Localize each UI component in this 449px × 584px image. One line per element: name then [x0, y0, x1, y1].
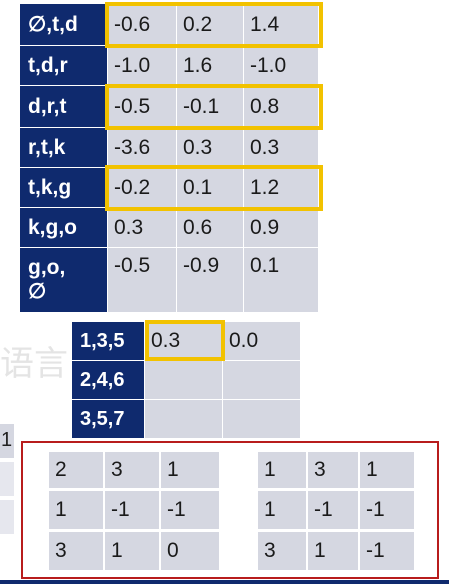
- matrix-cell: 1: [49, 491, 103, 529]
- matrix-cell: 3: [105, 452, 159, 488]
- value-cell: -0.5: [108, 248, 176, 312]
- matrix-cell: -1: [308, 491, 358, 529]
- bottom-divider: [0, 580, 449, 584]
- value-cell: -0.6: [108, 4, 176, 45]
- highlight-box: [105, 2, 323, 48]
- matrix-cell: 3: [308, 452, 358, 488]
- value-cell: -0.1: [177, 86, 243, 127]
- value-cell: 0.1: [177, 168, 243, 207]
- row-header: t,k,g: [20, 168, 107, 207]
- row-header: 3,5,7: [72, 400, 144, 438]
- top-table: ∅,t,d t,d,r d,r,t r,t,k t,k,g k,g,o g,o,…: [20, 2, 323, 312]
- matrix-cell: 1: [105, 532, 159, 570]
- left-fragment-label: 1: [1, 429, 13, 451]
- value-cell: -1.0: [108, 46, 176, 85]
- matrix-cell: 1: [308, 532, 358, 570]
- left-edge-fragment: 1: [0, 424, 14, 534]
- value-cell: 0.6: [177, 208, 243, 247]
- row-header: r,t,k: [20, 128, 107, 167]
- value-cell: 0.0: [223, 322, 300, 360]
- matrix-cell: -1: [360, 491, 414, 529]
- highlight-box: [105, 165, 323, 211]
- matrix-cell: -1: [360, 532, 414, 570]
- background-watermark-text: 语言: [0, 344, 68, 384]
- value-cell: 0.3: [108, 208, 176, 247]
- matrix-cell: 3: [258, 532, 306, 570]
- row-header: k,g,o: [20, 208, 107, 247]
- value-cell: [145, 400, 222, 438]
- matrix-cell: 1: [258, 452, 306, 488]
- value-cell: 1.4: [244, 4, 318, 45]
- value-cell: -1.0: [244, 46, 318, 85]
- value-cell: -0.5: [108, 86, 176, 127]
- matrices-box: [21, 441, 439, 579]
- matrix-cell: 0: [161, 532, 219, 570]
- matrix-cell: -1: [161, 491, 219, 529]
- value-cell: 1.6: [177, 46, 243, 85]
- highlight-box: [105, 84, 323, 130]
- value-cell: 0.8: [244, 86, 318, 127]
- value-cell: 0.3: [244, 128, 318, 167]
- matrix-cell: 1: [161, 452, 219, 488]
- value-cell: 0.1: [244, 248, 318, 312]
- value-cell: 0.3: [177, 128, 243, 167]
- matrix-cell: 3: [49, 532, 103, 570]
- value-cell: 0.3: [145, 322, 222, 360]
- value-cell: [223, 361, 300, 399]
- row-header: 1,3,5: [72, 322, 144, 360]
- value-cell: -0.9: [177, 248, 243, 312]
- matrix-cell: -1: [105, 491, 159, 529]
- value-cell: -3.6: [108, 128, 176, 167]
- value-cell: [145, 361, 222, 399]
- value-cell: 0.2: [177, 4, 243, 45]
- row-header: t,d,r: [20, 46, 107, 85]
- highlight-box: [145, 320, 225, 361]
- value-cell: 1.2: [244, 168, 318, 207]
- value-cell: [223, 400, 300, 438]
- row-header: d,r,t: [20, 86, 107, 127]
- matrix-cell: 2: [49, 452, 103, 488]
- row-header: 2,4,6: [72, 361, 144, 399]
- matrix-cell: 1: [360, 452, 414, 488]
- row-header: ∅,t,d: [20, 4, 107, 45]
- matrix-cell: 1: [258, 491, 306, 529]
- value-cell: -0.2: [108, 168, 176, 207]
- row-header: g,o, ∅: [20, 248, 107, 312]
- value-cell: 0.9: [244, 208, 318, 247]
